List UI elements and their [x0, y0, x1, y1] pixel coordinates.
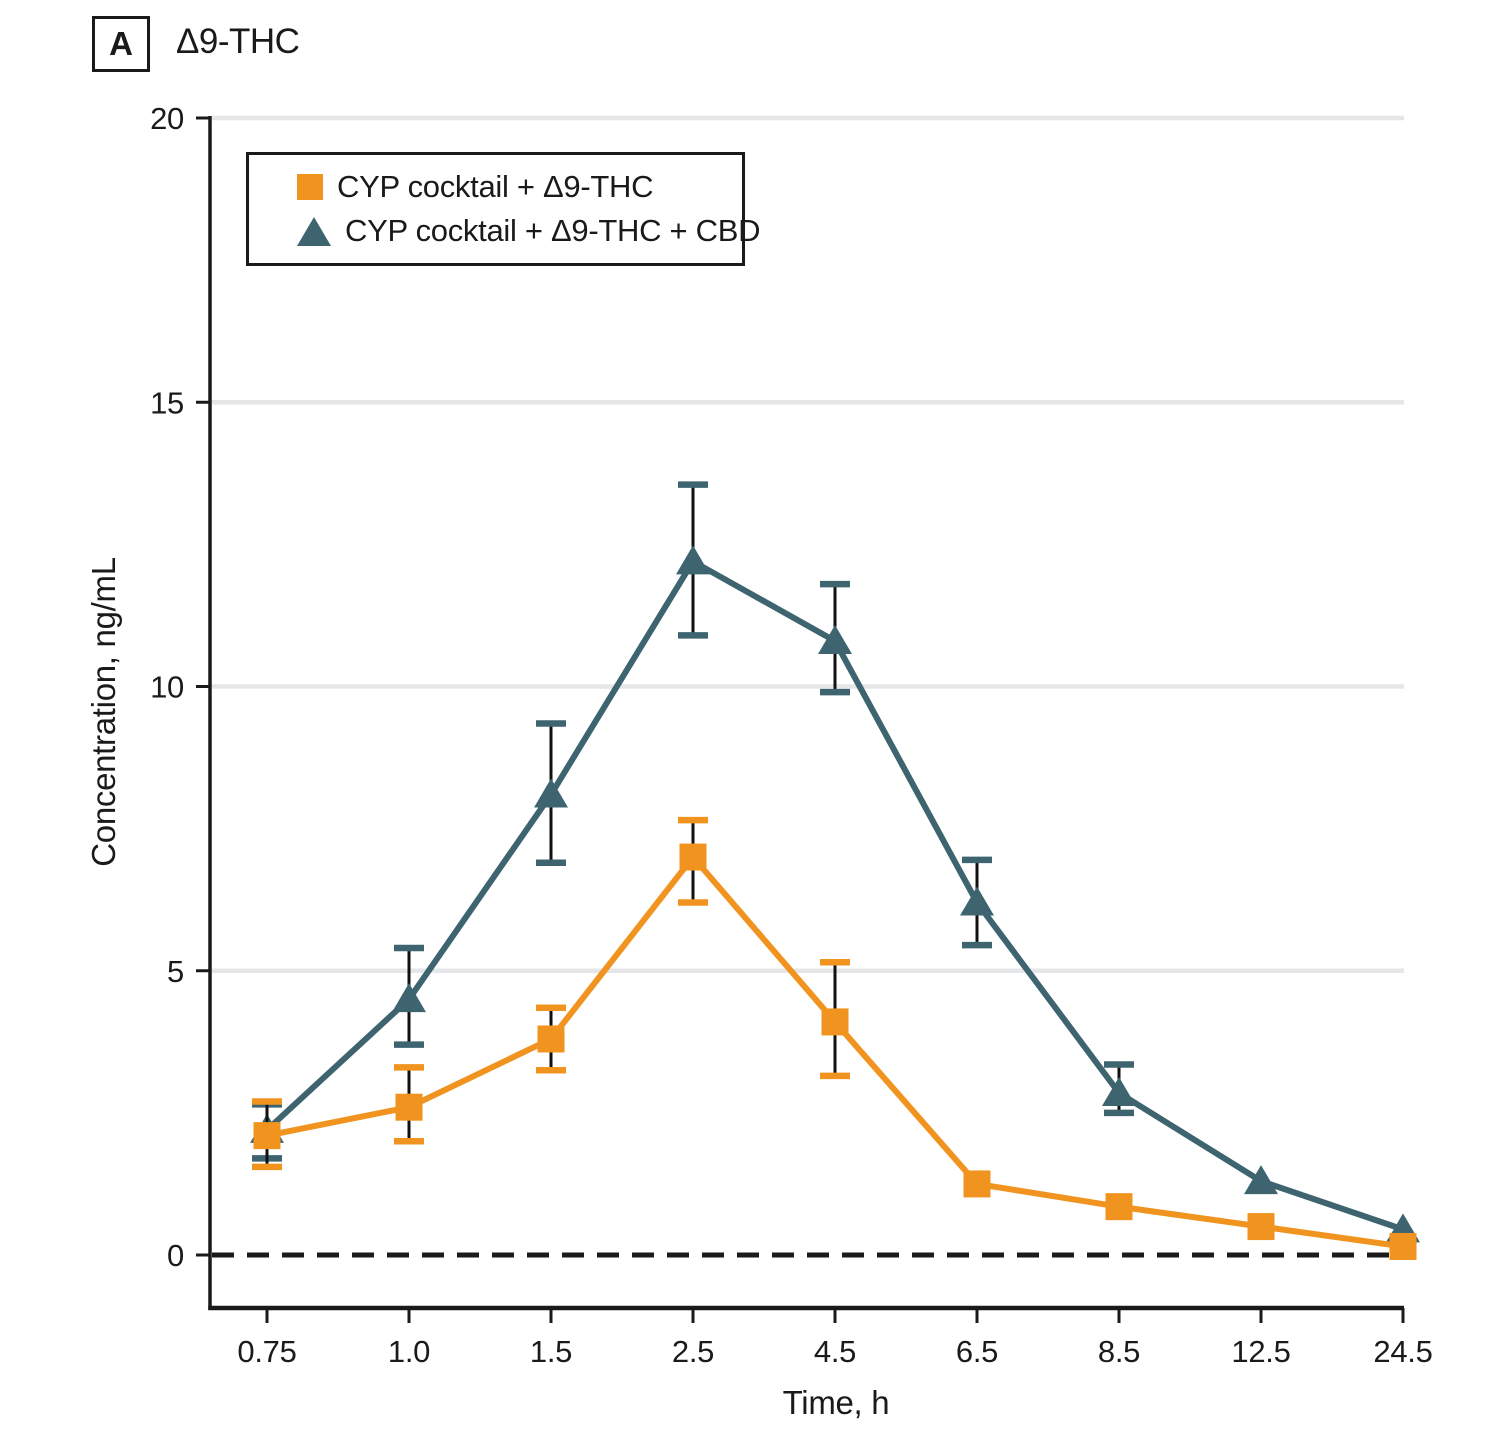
data-point-triangle [392, 983, 426, 1013]
data-point-square [253, 1122, 281, 1150]
legend-label-thc: CYP cocktail + Δ9-THC [337, 169, 654, 204]
data-point-triangle [1102, 1076, 1136, 1106]
x-axis-title: Time, h [782, 1384, 890, 1421]
data-point-square [1247, 1213, 1275, 1241]
data-point-triangle [818, 625, 852, 655]
x-tick-label: 8.5 [1098, 1334, 1140, 1369]
y-axis-title: Concentration, ng/mL [85, 557, 122, 867]
panel-title: Δ9-THC [176, 22, 300, 61]
data-point-triangle [676, 545, 710, 575]
y-tick-label: 15 [150, 385, 184, 420]
square-marker-icon [297, 174, 323, 200]
data-point-triangle [534, 778, 568, 808]
legend-label-thc-cbd: CYP cocktail + Δ9-THC + CBD [345, 213, 761, 248]
data-point-square [1105, 1193, 1133, 1221]
x-tick-label: 12.5 [1231, 1334, 1290, 1369]
x-tick-label: 4.5 [814, 1334, 856, 1369]
triangle-marker-icon [297, 216, 331, 246]
data-point-square [821, 1008, 849, 1036]
x-tick-label: 0.75 [237, 1334, 296, 1369]
data-point-square [1389, 1232, 1417, 1260]
legend: CYP cocktail + Δ9-THC CYP cocktail + Δ9-… [246, 152, 760, 266]
data-point-triangle [960, 886, 994, 916]
y-tick-label: 20 [150, 101, 184, 136]
x-tick-label: 6.5 [956, 1334, 998, 1369]
panel-label: A [109, 25, 133, 62]
x-tick-label: 2.5 [672, 1334, 714, 1369]
data-point-triangle [1244, 1165, 1278, 1195]
y-tick-label: 0 [167, 1238, 184, 1273]
legend-row-thc-cbd: CYP cocktail + Δ9-THC + CBD [297, 212, 760, 250]
legend-row-thc: CYP cocktail + Δ9-THC [297, 168, 732, 206]
data-point-square [395, 1093, 423, 1121]
x-tick-label: 24.5 [1373, 1334, 1432, 1369]
x-tick-label: 1.5 [530, 1334, 572, 1369]
data-point-square [963, 1170, 991, 1198]
x-tick-label: 1.0 [388, 1334, 430, 1369]
y-tick-label: 10 [150, 670, 184, 705]
y-tick-label: 5 [167, 954, 184, 989]
data-point-square [537, 1025, 565, 1053]
data-point-square [679, 843, 707, 871]
panel-label-box: A [92, 16, 150, 72]
